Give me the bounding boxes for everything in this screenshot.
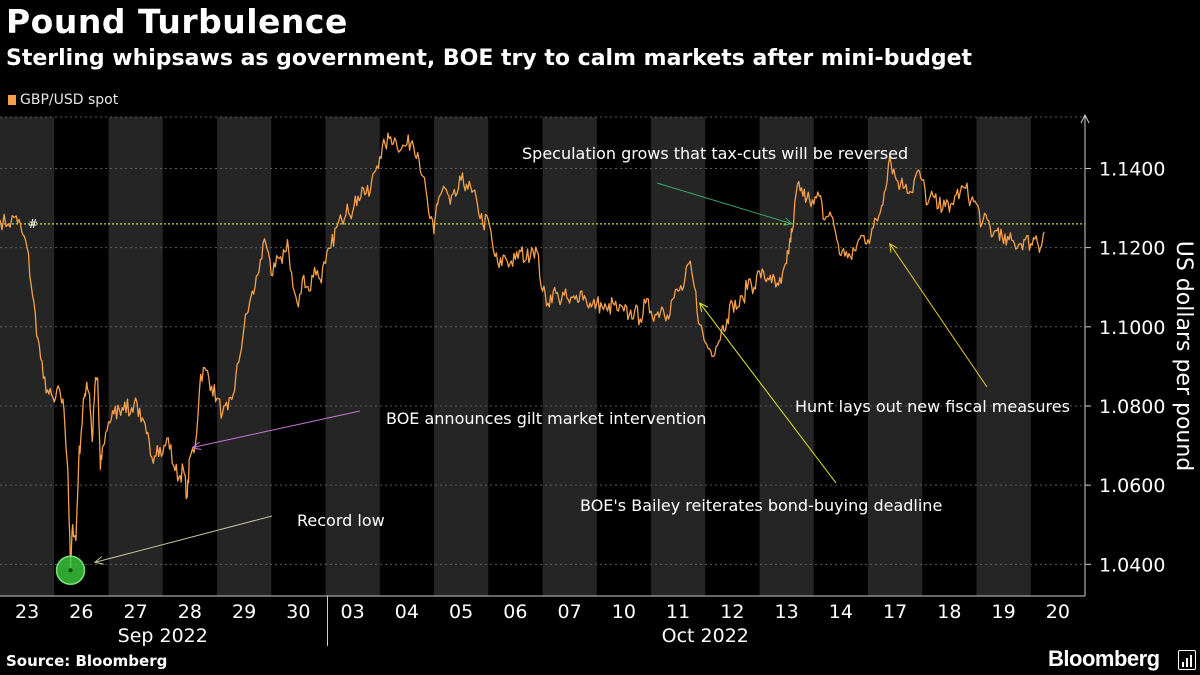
x-tick-label: 10: [612, 601, 636, 623]
y-tick-label: 1.0600: [1099, 475, 1165, 497]
month-label: Sep 2022: [118, 625, 208, 647]
day-band: [217, 117, 272, 596]
series-line-gbp-usd: [0, 132, 1045, 571]
x-tick-label: 17: [883, 601, 907, 623]
annotation-label: BOE's Bailey reiterates bond-buying dead…: [580, 496, 942, 515]
chart-subtitle: Sterling whipsaws as government, BOE try…: [6, 46, 973, 71]
x-tick-label: 26: [69, 601, 93, 623]
weekend-bands: [0, 117, 1031, 596]
day-band: [0, 117, 55, 596]
annotation-arrow: [699, 302, 837, 484]
bloomberg-chart-icon: [1178, 650, 1196, 670]
axes: 1.0400 1.0600 1.0800 1.1000 1.1200 1.1400 US d…: [0, 113, 1196, 647]
annotation-arrowhead: [93, 556, 104, 565]
x-tick-label: 20: [1046, 601, 1070, 623]
day-band: [868, 117, 923, 596]
reference-line-marker: #: [28, 217, 38, 231]
x-tick-label: 11: [666, 601, 690, 623]
y-axis-label: US dollars per pound: [1171, 241, 1196, 472]
legend-swatch: [8, 95, 16, 105]
annotation-arrow: [656, 182, 793, 225]
x-tick-label: 04: [395, 601, 419, 623]
day-band: [651, 117, 706, 596]
annotation-arrow: [889, 243, 988, 388]
x-tick-label: 05: [449, 601, 473, 623]
x-tick-label: 14: [829, 601, 853, 623]
annotation-arrowhead: [783, 217, 794, 226]
reference-line-group: #: [0, 217, 1085, 231]
x-tick-label: 06: [503, 601, 527, 623]
day-band: [976, 117, 1031, 596]
x-tick-label: 19: [992, 601, 1016, 623]
source-note: Source: Bloomberg: [6, 652, 168, 670]
x-tick-label: 07: [558, 601, 582, 623]
y-tick-label: 1.0800: [1099, 396, 1165, 418]
legend-label: GBP/USD spot: [20, 92, 119, 108]
day-band: [759, 117, 814, 596]
y-tick-label: 1.1400: [1099, 158, 1165, 180]
annotation-arrowhead: [889, 242, 898, 253]
annotation-arrow: [94, 515, 273, 563]
annotation-arrow: [192, 410, 361, 449]
day-band: [325, 117, 380, 596]
day-band: [434, 117, 489, 596]
y-tick-label: 1.1000: [1099, 317, 1165, 339]
day-band: [108, 117, 163, 596]
month-label: Oct 2022: [662, 625, 749, 647]
x-tick-label: 12: [720, 601, 744, 623]
bloomberg-logo: Bloomberg: [1048, 646, 1160, 671]
x-tick-label: 23: [15, 601, 39, 623]
record-low-marker-group: [55, 555, 86, 586]
annotation-label: Record low: [297, 511, 385, 530]
x-tick-label: 28: [178, 601, 202, 623]
series-group: [0, 132, 1045, 571]
annotation-label: BOE announces gilt market intervention: [386, 409, 706, 428]
chart-title: Pound Turbulence: [6, 2, 348, 41]
annotation-arrowhead: [191, 441, 202, 451]
annotations: Speculation grows that tax-cuts will be …: [93, 144, 1070, 565]
y-axis-arrow: [1080, 113, 1090, 124]
legend: GBP/USD spot: [8, 92, 118, 108]
x-tick-label: 27: [124, 601, 148, 623]
grid-lines: [0, 116, 1085, 565]
x-tick-label: 30: [286, 601, 310, 623]
y-tick-label: 1.0400: [1099, 554, 1165, 576]
x-tick-label: 18: [937, 601, 961, 623]
annotation-label: Speculation grows that tax-cuts will be …: [522, 144, 908, 163]
record-low-dot: [68, 568, 73, 573]
x-tick-label: 03: [341, 601, 365, 623]
annotation-arrowhead: [699, 302, 709, 312]
x-tick-label: 29: [232, 601, 256, 623]
y-tick-label: 1.1200: [1099, 238, 1165, 260]
x-tick-label: 13: [775, 601, 799, 623]
day-band: [542, 117, 597, 596]
annotation-label: Hunt lays out new fiscal measures: [795, 397, 1070, 416]
